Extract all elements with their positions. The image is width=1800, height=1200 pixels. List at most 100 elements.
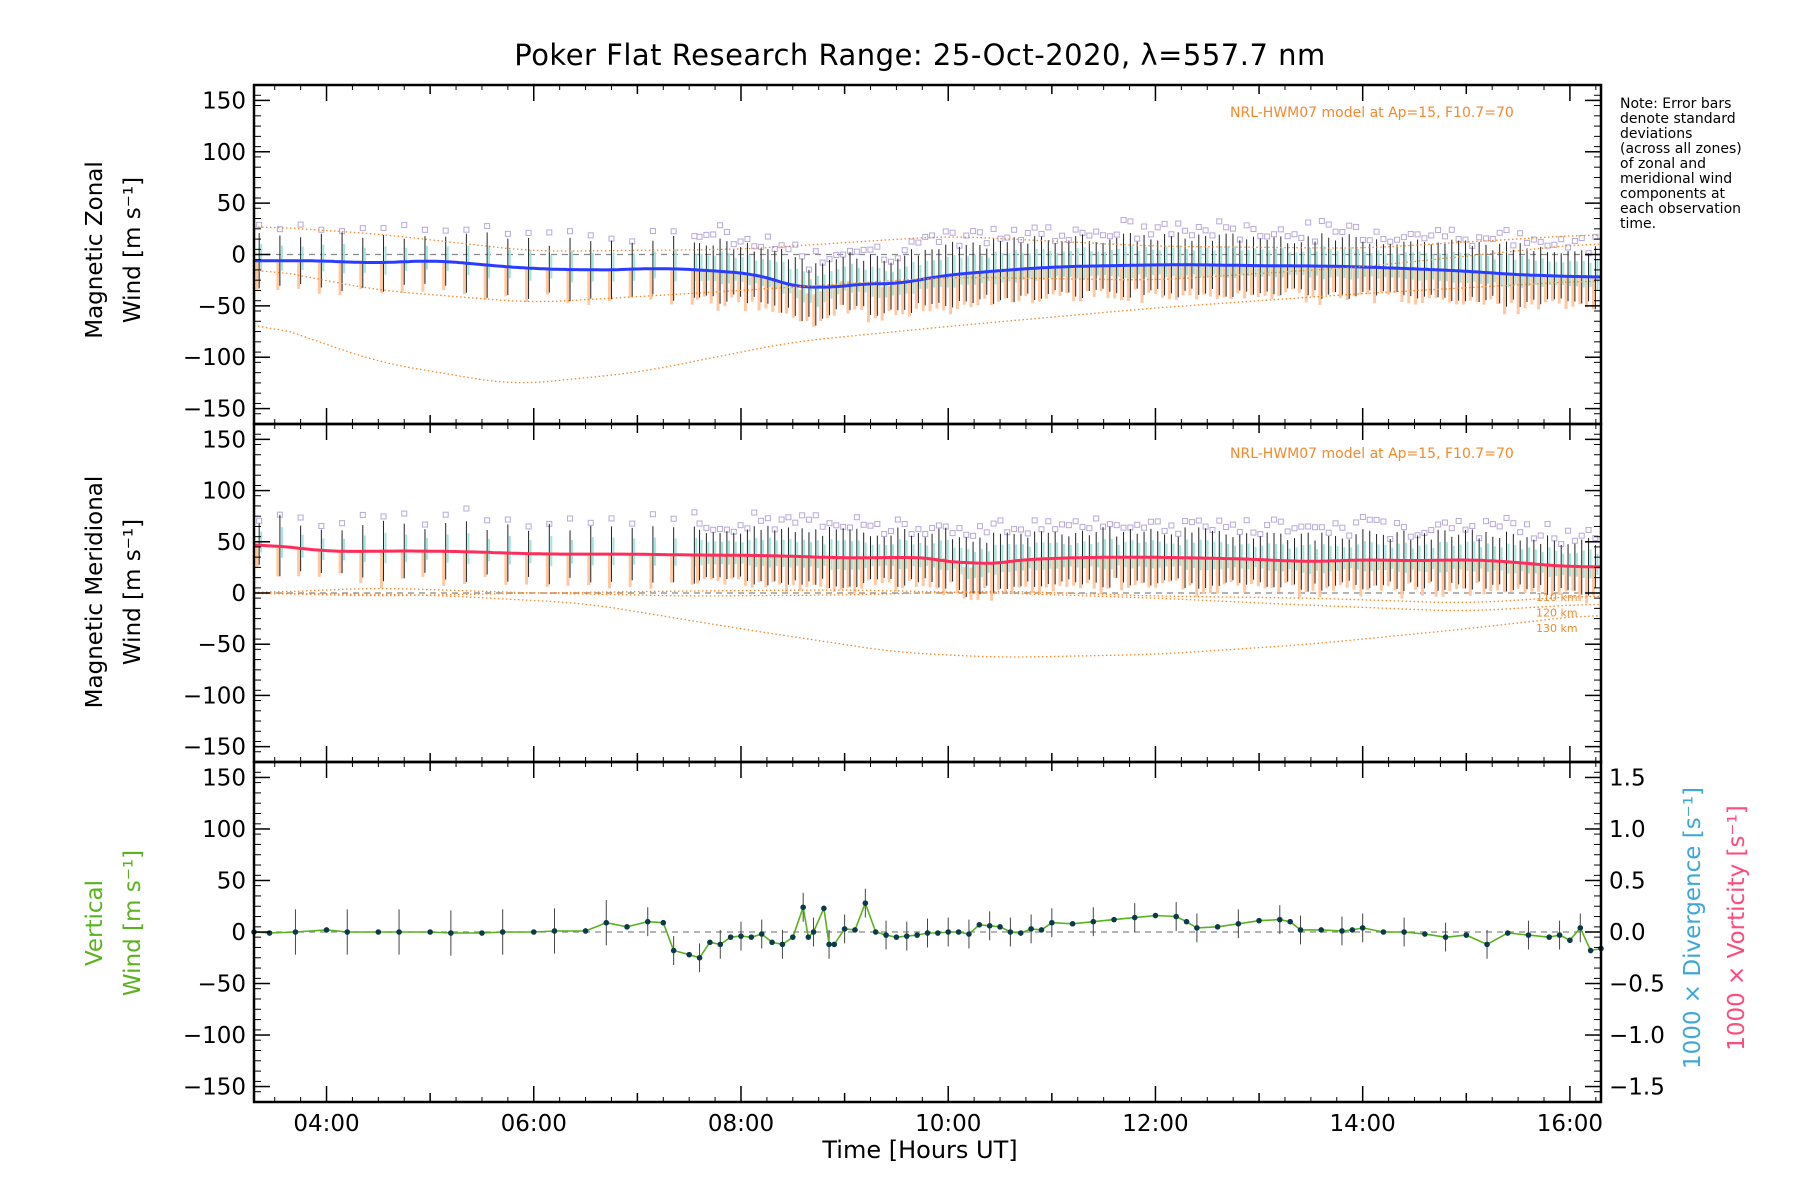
data-point xyxy=(1152,912,1159,919)
spread-marker xyxy=(1120,524,1127,531)
spread-marker xyxy=(915,526,922,533)
data-point xyxy=(1287,918,1293,925)
spread-marker xyxy=(1202,227,1209,234)
spread-marker xyxy=(881,530,888,537)
spread-marker xyxy=(812,512,819,519)
spread-marker xyxy=(1394,236,1401,243)
data-point xyxy=(903,933,910,939)
spread-marker xyxy=(1482,235,1489,242)
spread-marker xyxy=(649,227,656,234)
spread-marker xyxy=(1400,524,1407,531)
y-tick-label: 0 xyxy=(231,243,246,269)
spread-marker xyxy=(1407,533,1414,540)
data-point xyxy=(707,939,713,946)
spread-marker xyxy=(421,521,428,528)
spread-marker xyxy=(1147,518,1154,525)
spread-marker xyxy=(691,509,698,516)
spread-marker xyxy=(1544,242,1551,249)
note-line: each observation xyxy=(1620,201,1742,217)
data-point xyxy=(997,924,1003,930)
data-point xyxy=(427,929,433,935)
data-point xyxy=(1214,924,1221,930)
note-line: time. xyxy=(1620,216,1657,232)
spread-marker xyxy=(1243,222,1250,229)
model-curve xyxy=(254,592,1602,658)
spread-marker xyxy=(1312,524,1319,531)
spread-marker xyxy=(1093,228,1100,235)
spread-marker xyxy=(463,505,470,512)
data-point xyxy=(1380,929,1387,935)
data-point xyxy=(1173,913,1179,920)
data-point xyxy=(1194,925,1200,931)
right-y-tick-label: 0.0 xyxy=(1609,920,1646,946)
spread-marker xyxy=(484,223,491,230)
spread-marker xyxy=(1305,523,1312,530)
spread-marker xyxy=(525,523,532,530)
spread-marker xyxy=(1332,520,1339,527)
data-point xyxy=(1256,917,1262,924)
spread-marker xyxy=(1038,526,1045,533)
spread-marker xyxy=(888,528,895,535)
spread-marker xyxy=(1517,230,1524,237)
right-y-tick-label: −1.0 xyxy=(1609,1023,1665,1049)
spread-marker xyxy=(670,228,677,235)
vertical-ylabel-line1: Vertical xyxy=(82,879,108,967)
data-point xyxy=(1442,934,1449,940)
spread-marker xyxy=(1038,230,1045,237)
y-tick-label: 0 xyxy=(231,920,246,946)
data-point xyxy=(670,947,677,954)
spread-marker xyxy=(860,521,867,528)
data-point xyxy=(1577,925,1584,931)
spread-marker xyxy=(1264,233,1271,240)
spread-marker xyxy=(1496,229,1503,236)
spread-marker xyxy=(546,229,553,236)
spread-marker xyxy=(1264,522,1271,529)
y-tick-label: 150 xyxy=(202,88,246,114)
spread-marker xyxy=(1147,231,1154,238)
spread-marker xyxy=(1339,229,1346,236)
spread-marker xyxy=(1441,519,1448,526)
spread-marker xyxy=(1571,537,1578,544)
model-curve xyxy=(253,243,1602,303)
spread-marker xyxy=(1236,528,1243,535)
spread-marker xyxy=(1489,521,1496,528)
y-tick-label: −150 xyxy=(183,1075,246,1101)
spread-marker xyxy=(1277,518,1284,525)
spread-marker xyxy=(1298,523,1305,530)
data-point xyxy=(1297,927,1304,933)
model-curve xyxy=(253,226,1602,252)
spread-marker xyxy=(922,530,929,537)
spread-marker xyxy=(1455,517,1462,524)
data-point xyxy=(660,919,667,926)
data-point xyxy=(686,951,692,958)
y-tick-label: 150 xyxy=(202,765,246,791)
spread-marker xyxy=(1195,223,1202,230)
data-point xyxy=(1183,918,1190,925)
x-tick-label: 04:00 xyxy=(293,1111,359,1137)
spread-marker xyxy=(1031,517,1038,524)
data-point xyxy=(935,930,941,936)
spread-marker xyxy=(1318,524,1325,531)
spread-marker xyxy=(778,516,785,523)
note-line: of zonal and xyxy=(1620,156,1706,172)
spread-marker xyxy=(442,511,449,518)
spread-marker xyxy=(1175,220,1182,227)
spread-marker xyxy=(1291,231,1298,238)
data-point xyxy=(1276,916,1283,923)
spread-marker xyxy=(1496,523,1503,530)
spread-marker xyxy=(737,238,744,245)
data-point xyxy=(448,930,454,936)
data-point xyxy=(582,928,589,934)
spread-marker xyxy=(1551,535,1558,542)
spread-marker xyxy=(956,525,963,532)
note-line: components at xyxy=(1620,186,1726,202)
spread-marker xyxy=(751,509,758,516)
data-point xyxy=(883,932,889,938)
y-tick-label: 50 xyxy=(217,868,246,894)
spread-marker xyxy=(963,232,970,239)
spread-marker xyxy=(1380,236,1387,243)
spread-marker xyxy=(1024,229,1031,236)
x-tick-label: 10:00 xyxy=(915,1111,981,1137)
spread-marker xyxy=(935,522,942,529)
spread-marker xyxy=(1592,535,1599,542)
